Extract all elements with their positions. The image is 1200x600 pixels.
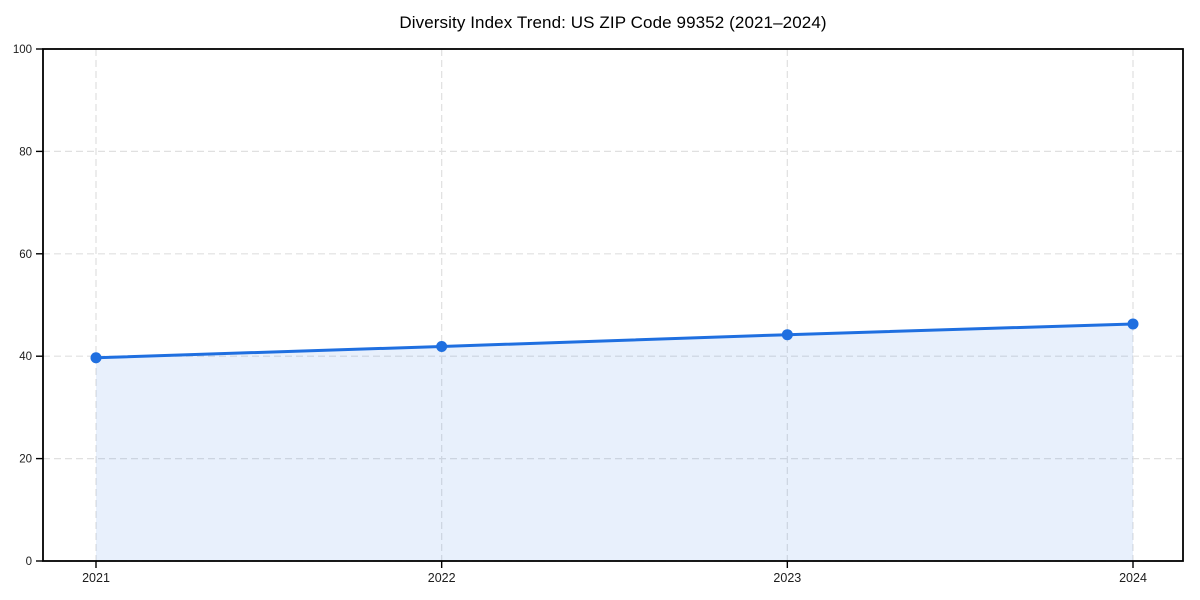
data-point-2022 bbox=[436, 340, 448, 352]
data-point-2023 bbox=[781, 329, 793, 341]
x-tick-label: 2024 bbox=[1119, 571, 1147, 585]
y-tick-label: 20 bbox=[19, 454, 32, 466]
area-fill bbox=[96, 323, 1133, 561]
x-tick-label: 2021 bbox=[82, 571, 110, 585]
chart-title: Diversity Index Trend: US ZIP Code 99352… bbox=[399, 13, 827, 32]
data-point-2021 bbox=[90, 352, 102, 364]
data-point-2024 bbox=[1127, 318, 1139, 330]
trend-line bbox=[94, 322, 1135, 360]
y-tick-label: 80 bbox=[19, 146, 32, 158]
plot-border bbox=[42, 48, 1184, 562]
x-tick-label: 2022 bbox=[428, 571, 456, 585]
y-tick-label: 60 bbox=[19, 249, 32, 261]
x-tick-label: 2023 bbox=[773, 571, 801, 585]
y-tick-label: 0 bbox=[26, 556, 32, 568]
y-tick-label: 40 bbox=[19, 351, 32, 363]
y-tick-label: 100 bbox=[13, 44, 32, 56]
